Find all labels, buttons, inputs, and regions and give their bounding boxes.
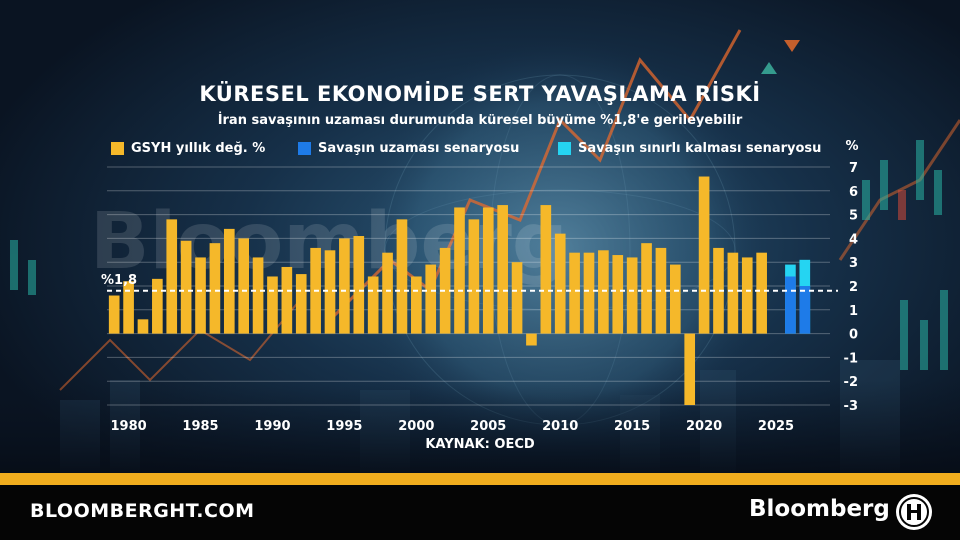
bar xyxy=(353,236,365,334)
brand-name: Bloomberg xyxy=(749,496,890,522)
bar xyxy=(569,252,580,334)
bar xyxy=(123,281,134,334)
bar xyxy=(727,252,739,334)
legend-swatch-limited xyxy=(558,142,571,155)
source-note: KAYNAK: OECD xyxy=(425,437,535,452)
bar xyxy=(324,250,336,334)
y-tick-label: 2 xyxy=(849,280,858,295)
bar xyxy=(295,274,307,334)
bar xyxy=(626,257,638,334)
bar xyxy=(698,176,710,334)
site-url: BLOOMBERGHT.COM xyxy=(30,500,255,522)
bar xyxy=(209,243,221,334)
y-tick-label: 6 xyxy=(849,185,858,200)
x-tick-label: 1990 xyxy=(254,419,290,434)
brand-logo-icon xyxy=(896,494,932,530)
bar xyxy=(526,333,537,346)
legend-swatch-prolonged xyxy=(298,142,311,155)
legend-label-prolonged: Savaşın uzaması senaryosu xyxy=(318,141,520,156)
bar xyxy=(713,247,724,334)
bar xyxy=(598,250,609,334)
y-axis-unit: % xyxy=(845,139,858,154)
x-tick-label: 2000 xyxy=(398,419,434,434)
bar xyxy=(482,207,494,334)
bar xyxy=(684,333,696,405)
bar xyxy=(468,219,480,334)
legend-label-limited: Savaşın sınırlı kalması senaryosu xyxy=(578,141,822,156)
x-tick-label: 2020 xyxy=(686,419,722,434)
bar xyxy=(152,278,163,334)
x-tick-label: 1985 xyxy=(182,419,218,434)
bar xyxy=(669,264,681,334)
bar xyxy=(367,276,379,334)
chart-subtitle: İran savaşının uzaması durumunda küresel… xyxy=(217,113,743,128)
bar xyxy=(108,295,120,334)
bar xyxy=(382,252,393,334)
x-tick-label: 1995 xyxy=(326,419,362,434)
bar xyxy=(554,233,566,334)
x-tick-label: 2025 xyxy=(758,419,794,434)
chart-title: KÜRESEL EKONOMİDE SERT YAVAŞLAMA RİSKİ xyxy=(199,82,761,106)
bar xyxy=(195,257,206,334)
bar xyxy=(439,247,451,334)
bar xyxy=(267,276,278,334)
x-tick-label: 2010 xyxy=(542,419,578,434)
legend-swatch-gdp xyxy=(111,142,124,155)
y-tick-label: 7 xyxy=(849,161,858,176)
y-tick-label: -1 xyxy=(844,351,858,366)
bar xyxy=(641,243,652,334)
bar xyxy=(612,255,624,334)
bar xyxy=(741,257,753,334)
footer-bar xyxy=(0,485,960,540)
bar xyxy=(339,238,350,334)
bar xyxy=(540,205,552,334)
bar xyxy=(583,252,595,334)
bar xyxy=(785,276,796,334)
y-tick-label: -3 xyxy=(844,399,858,414)
y-tick-label: 1 xyxy=(849,304,858,319)
bar xyxy=(756,252,767,334)
y-tick-label: -2 xyxy=(844,375,858,390)
bar xyxy=(223,228,235,334)
accent-stripe xyxy=(0,473,960,485)
legend-item-limited: Savaşın sınırlı kalması senaryosu xyxy=(558,141,821,156)
x-tick-label: 1980 xyxy=(110,419,146,434)
y-tick-label: 0 xyxy=(849,328,858,343)
x-tick-label: 2015 xyxy=(614,419,650,434)
bar xyxy=(166,219,178,334)
bar xyxy=(497,205,508,334)
bar xyxy=(425,264,437,334)
bar xyxy=(396,219,408,334)
bar xyxy=(137,319,149,334)
bar xyxy=(511,262,523,334)
legend-item-gdp: GSYH yıllık değ. % xyxy=(111,141,265,156)
bar xyxy=(238,238,250,334)
y-tick-label: 3 xyxy=(849,256,858,271)
legend-item-prolonged: Savaşın uzaması senaryosu xyxy=(298,141,519,156)
legend-label-gdp: GSYH yıllık değ. % xyxy=(131,141,266,156)
y-tick-label: 4 xyxy=(849,232,858,247)
bar xyxy=(281,266,293,334)
bar xyxy=(252,257,264,334)
x-tick-label: 2005 xyxy=(470,419,506,434)
bar xyxy=(180,240,192,334)
bar xyxy=(799,286,811,334)
y-tick-label: 5 xyxy=(849,209,858,224)
bar xyxy=(411,276,422,334)
bar xyxy=(454,207,465,334)
reference-line-label: %1,8 xyxy=(101,273,137,288)
